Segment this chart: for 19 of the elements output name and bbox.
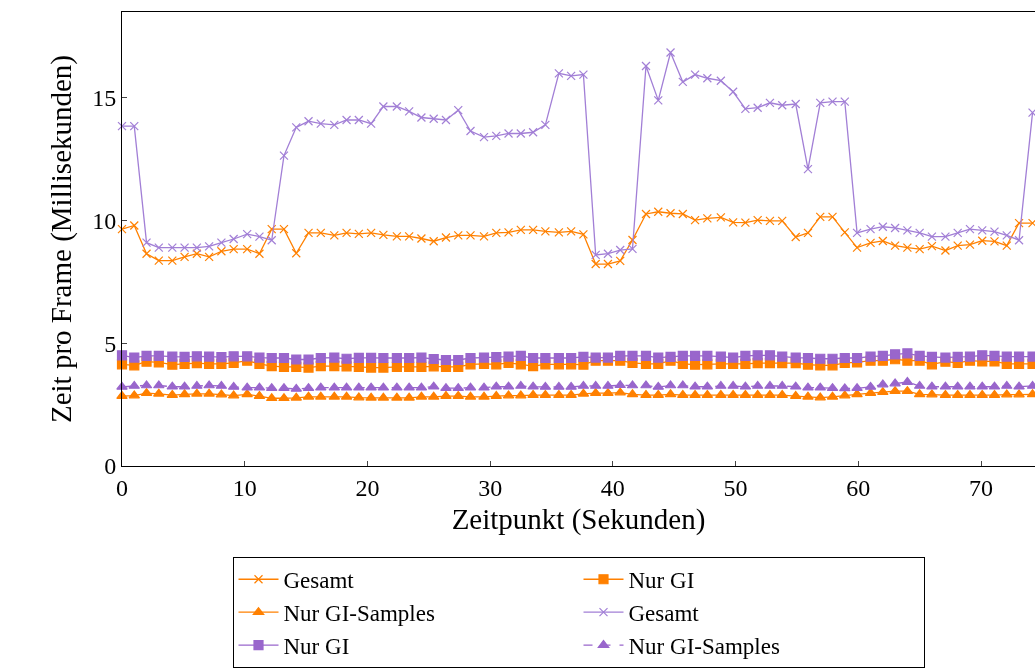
x-tick-label: 70	[969, 474, 994, 501]
legend-label: Nur GI	[283, 634, 350, 660]
y-axis-title: Zeit pro Frame (Millisekunden)	[44, 54, 78, 424]
x-tick-label: 30	[478, 474, 503, 501]
legend-label: Nur GI-Samples	[628, 634, 780, 660]
legend-label: Gesamt	[283, 568, 355, 594]
y-tick-label: 15	[92, 85, 117, 112]
x-axis-title: Zeitpunkt (Sekunden)	[451, 502, 706, 536]
y-tick-label: 10	[92, 207, 117, 234]
x-tick-label: 40	[600, 474, 625, 501]
x-tick-label: 20	[355, 474, 380, 501]
x-tick-label: 60	[846, 474, 871, 501]
legend-label: Nur GI	[628, 568, 695, 594]
x-tick-label: 50	[723, 474, 748, 501]
x-tick-label: 10	[232, 474, 257, 501]
y-tick-label: 0	[104, 453, 117, 480]
legend-label: Nur GI-Samples	[283, 601, 435, 627]
y-tick-label: 5	[104, 330, 117, 357]
legend-label: Gesamt	[628, 601, 700, 627]
